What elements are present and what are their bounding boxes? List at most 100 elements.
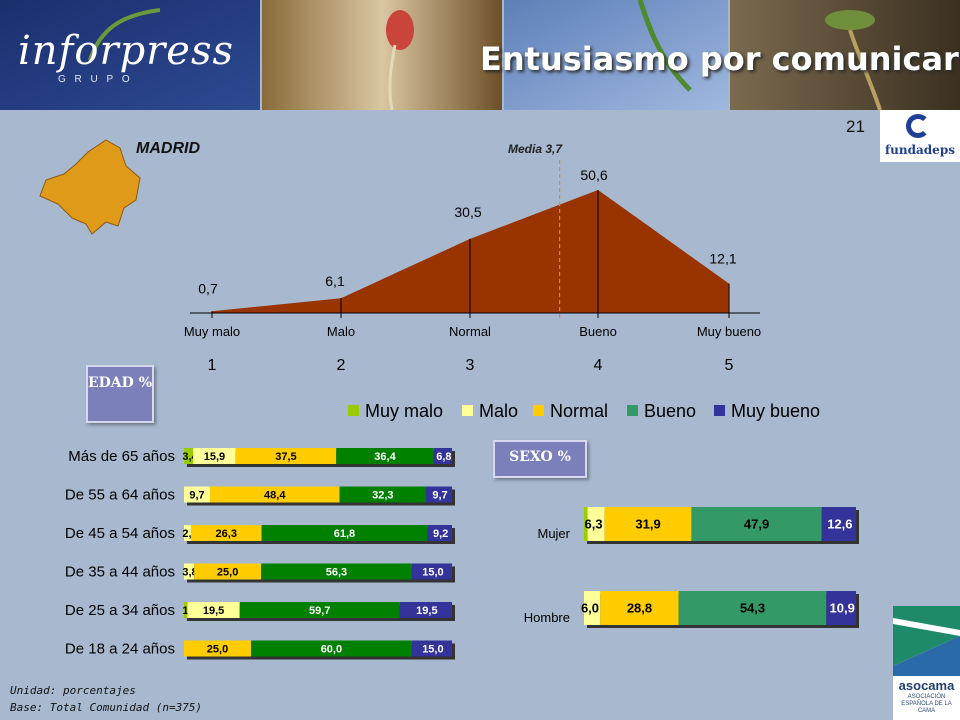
bar-segment (691, 507, 822, 541)
bar-segment (339, 486, 427, 503)
data-label: 61,8 (334, 528, 355, 540)
scale-label: 3 (466, 357, 475, 374)
brand-subtitle: G R U P O (58, 74, 133, 85)
age-stacked-bar-chart: Más de 65 años 3,4 15,9 37,5 36,4 6,8De 55 a … (65, 448, 455, 660)
scale-label: 4 (594, 357, 603, 374)
data-label: 6,8 (436, 451, 451, 463)
bar-segment (251, 640, 412, 657)
category-label: Malo (327, 324, 355, 339)
fundadeps-c-icon (906, 114, 930, 138)
scale-label: 5 (725, 357, 734, 374)
legend-swatch (714, 405, 725, 416)
category-label: De 18 a 24 años (65, 641, 175, 658)
category-label: Muy bueno (697, 324, 761, 339)
bar-segment (184, 640, 251, 657)
scale-label: 1 (208, 357, 217, 374)
fundadeps-logo: fundadeps (880, 110, 960, 162)
bar-segment (411, 563, 452, 580)
legend-label: Muy malo (365, 401, 443, 421)
bar-segment (184, 486, 210, 503)
bar-segment (821, 507, 856, 541)
category-label: Muy malo (184, 324, 240, 339)
data-label: 28,8 (627, 601, 652, 616)
category-label: De 45 a 54 años (65, 525, 175, 542)
data-label: 25,0 (207, 643, 228, 655)
legend-swatch (627, 405, 638, 416)
mean-label: Media 3,7 (508, 142, 563, 156)
data-label: 19,5 (203, 605, 224, 617)
data-label: 54,3 (740, 601, 765, 616)
legend-label: Bueno (644, 401, 696, 421)
brand-logo: inforpress G R U P O (18, 28, 234, 85)
data-label: 47,9 (744, 517, 769, 532)
data-label: 60,0 (321, 643, 342, 655)
legend: Muy malo Malo Normal Bueno Muy bueno (348, 401, 820, 421)
edad-button[interactable]: EDAD % (86, 365, 154, 423)
data-label: 6,3 (584, 517, 602, 532)
data-label: 48,4 (264, 489, 286, 501)
category-label: De 25 a 34 años (65, 602, 175, 619)
bar-segment (826, 591, 856, 625)
scale-label: 2 (337, 357, 346, 374)
category-label: De 35 a 44 años (65, 564, 175, 581)
bar-segment (261, 525, 428, 541)
legend-label: Malo (479, 401, 518, 421)
category-label: Hombre (524, 610, 570, 625)
data-label: 9,7 (432, 489, 447, 501)
bar-segment (239, 602, 400, 618)
asocama-mark-icon (893, 606, 960, 676)
asocama-logo: asocama ASOCIACIÓN ESPAÑOLA DE LA CAMA (893, 606, 960, 720)
data-label: 0,7 (198, 280, 218, 296)
rating-area-chart: 0,7 6,1 30,5 50,6 12,1 Muy malo Malo Normal Buen… (184, 160, 761, 374)
legend-label: Normal (550, 401, 608, 421)
data-label: 30,5 (454, 204, 481, 220)
legend-swatch (348, 405, 359, 416)
bar-segment (584, 591, 601, 625)
bar-segment (184, 525, 191, 541)
bar-segment (261, 563, 412, 580)
data-label: 15,0 (422, 643, 443, 655)
bar-segment (336, 448, 434, 464)
bar-segment (235, 448, 337, 464)
data-label: 6,1 (325, 273, 345, 289)
bar-segment (600, 591, 679, 625)
category-label: Bueno (579, 324, 617, 339)
data-label: 25,0 (217, 566, 238, 578)
bar-segment (411, 640, 452, 657)
legend-label: Muy bueno (731, 401, 820, 421)
bar-segment (678, 591, 827, 625)
footnote-base: Base: Total Comunidad (n=375) (10, 701, 203, 714)
data-label: 19,5 (416, 605, 437, 617)
category-label: Mujer (537, 526, 570, 541)
page-number: 21 (846, 117, 865, 136)
data-label: 15,0 (422, 566, 443, 578)
bar-segment (433, 448, 452, 464)
data-label: 36,4 (374, 451, 396, 463)
bar-segment (193, 448, 236, 464)
sex-stacked-bar-chart: Mujer 6,3 31,9 47,9 12,6 Hombre 6,0 28,8 54,3 10,… (524, 507, 859, 628)
brand-name: inforpress (18, 28, 235, 74)
fundadeps-label: fundadeps (885, 143, 955, 157)
data-label: 31,9 (635, 517, 660, 532)
category-label: Normal (449, 324, 491, 339)
bar-segment (184, 448, 194, 464)
bar-segment (426, 486, 452, 503)
bar-segment (604, 507, 692, 541)
data-label: 26,3 (216, 528, 237, 540)
data-label: 9,2 (433, 528, 448, 540)
bar-segment (427, 525, 452, 541)
bar-segment (184, 602, 188, 618)
region-label: MADRID (136, 140, 200, 157)
footnote-unit: Unidad: porcentajes (10, 684, 136, 697)
sexo-button[interactable]: SEXO % (493, 440, 587, 478)
header-banner (0, 0, 960, 110)
legend-swatch (533, 405, 544, 416)
data-label: 59,7 (309, 605, 330, 617)
madrid-map-icon (39, 139, 141, 235)
bar-segment (209, 486, 340, 503)
category-label: De 55 a 64 años (65, 487, 175, 504)
data-label: 32,3 (372, 489, 393, 501)
data-label: 12,6 (827, 517, 852, 532)
data-label: 37,5 (275, 451, 296, 463)
data-label: 9,7 (189, 489, 204, 501)
